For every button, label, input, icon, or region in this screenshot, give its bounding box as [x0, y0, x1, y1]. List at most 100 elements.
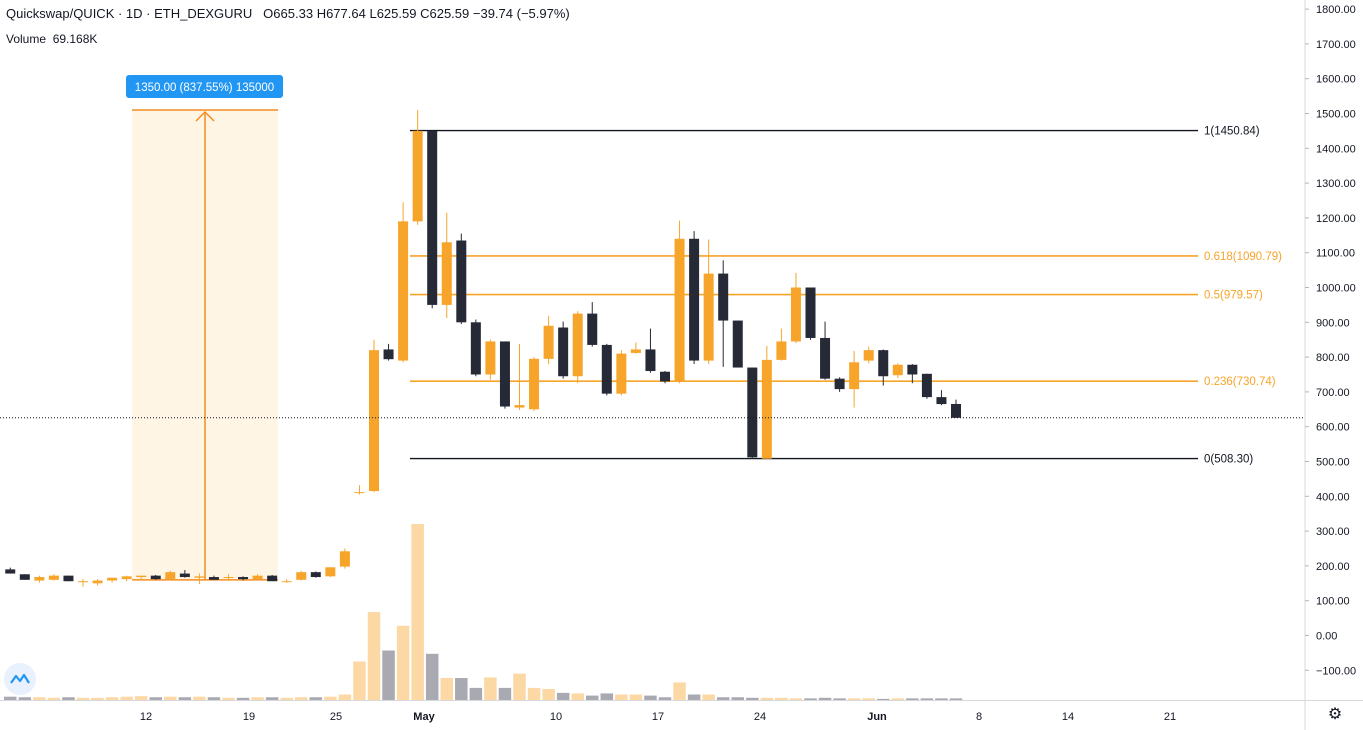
- candle-body: [252, 575, 263, 580]
- candle-body: [267, 575, 278, 582]
- tradingview-logo-icon[interactable]: [4, 663, 36, 695]
- candle-body: [369, 350, 379, 492]
- volume-bar: [484, 677, 497, 700]
- fib-level-label: 0(508.30): [1204, 454, 1253, 466]
- candle-body: [543, 325, 554, 359]
- candle-body: [48, 575, 59, 580]
- volume-bar: [804, 698, 817, 700]
- volume-bar: [425, 653, 439, 700]
- volume-bar: [862, 698, 875, 700]
- candle-body: [194, 576, 205, 578]
- close-label: C: [420, 6, 430, 21]
- symbol-legend: Quickswap/QUICK · 1D · ETH_DEXGURU O665.…: [6, 6, 570, 21]
- candle-body: [892, 364, 903, 376]
- volume-bar: [833, 698, 846, 700]
- volume-bar: [91, 697, 104, 700]
- candle-body: [281, 581, 292, 583]
- candle-body: [820, 337, 831, 379]
- volume-bar: [702, 694, 715, 700]
- x-tick-label: May: [413, 711, 435, 723]
- candle-body: [92, 580, 103, 584]
- settings-gear-icon[interactable]: ⚙: [1327, 706, 1343, 723]
- candle-body: [107, 577, 118, 581]
- y-tick-label: 500.00: [1316, 457, 1350, 469]
- y-tick-label: 0.00: [1316, 631, 1337, 643]
- symbol-title[interactable]: Quickswap/QUICK · 1D · ETH_DEXGURU: [6, 6, 253, 21]
- candle-body: [776, 341, 787, 360]
- candle-body: [441, 242, 452, 305]
- volume-bar: [789, 698, 803, 700]
- candle-body: [718, 273, 729, 321]
- candle-body: [558, 327, 569, 377]
- candle-body: [136, 575, 147, 578]
- volume-bar: [193, 696, 206, 700]
- candle-body: [790, 287, 801, 342]
- volume-bar: [47, 697, 61, 700]
- volume-bar: [513, 673, 526, 700]
- volume-bar: [629, 694, 643, 700]
- volume-legend: Volume 69.168K: [6, 32, 97, 46]
- volume-bar: [164, 696, 177, 700]
- volume-bar: [586, 695, 599, 700]
- candle-body: [470, 322, 481, 375]
- candle-body: [499, 341, 510, 407]
- candle-body: [63, 575, 74, 582]
- x-tick-label: Jun: [867, 711, 887, 723]
- volume-bar: [775, 697, 788, 700]
- candle-body: [354, 492, 365, 494]
- candle-body: [529, 358, 540, 410]
- candle-body: [514, 405, 525, 408]
- volume-bar: [222, 697, 235, 700]
- fib-level-label: 0.236(730.74): [1204, 376, 1276, 388]
- measure-tag-label: 1350.00 (837.55%) 135000: [135, 82, 274, 94]
- volume-bar: [746, 697, 759, 700]
- volume-bar: [615, 694, 628, 700]
- x-tick-label: 25: [330, 711, 342, 723]
- volume-bar: [644, 695, 657, 700]
- candle-body: [645, 349, 656, 372]
- volume-bar: [542, 689, 555, 700]
- candle-body: [339, 551, 350, 567]
- candle-body: [208, 577, 219, 580]
- volume-bar: [847, 698, 861, 700]
- change-value: −39.74 (−5.97%): [472, 6, 570, 21]
- volume-value: 69.168K: [52, 32, 98, 46]
- x-tick-label: 17: [652, 711, 664, 723]
- volume-bar: [382, 650, 395, 700]
- volume-bar: [280, 697, 293, 700]
- candle-body: [689, 238, 700, 361]
- y-tick-label: 1300.00: [1316, 178, 1356, 190]
- volume-bar: [949, 698, 963, 700]
- fib-level-label: 0.5(979.57): [1204, 290, 1263, 302]
- volume-bar: [920, 698, 934, 700]
- y-tick-label: 400.00: [1316, 491, 1350, 503]
- y-tick-label: −100.00: [1316, 665, 1356, 677]
- y-tick-label: 900.00: [1316, 317, 1350, 329]
- candle-body: [616, 353, 627, 394]
- candle-body: [849, 362, 860, 390]
- candle-body: [863, 350, 874, 361]
- volume-bar: [906, 698, 919, 700]
- volume-label[interactable]: Volume: [6, 32, 47, 46]
- volume-bar: [33, 697, 46, 700]
- volume-bar: [760, 697, 774, 700]
- volume-bar: [367, 612, 381, 700]
- x-tick-label: 19: [243, 711, 255, 723]
- candle-body: [78, 581, 88, 583]
- candle-body: [674, 238, 685, 382]
- price-range-measure: 1350.00 (837.55%) 135000: [126, 75, 283, 581]
- candle-body: [223, 577, 234, 579]
- candle-body: [805, 287, 816, 338]
- volume-bar: [455, 678, 468, 700]
- y-tick-label: 100.00: [1316, 596, 1350, 608]
- candle-body: [398, 221, 409, 361]
- volume-bar: [178, 697, 192, 700]
- candle-body: [660, 371, 670, 382]
- candle-body: [412, 130, 423, 222]
- volume-bar: [396, 625, 410, 700]
- candle-body: [456, 240, 467, 323]
- volume-bar: [527, 687, 541, 700]
- x-tick-label: 12: [140, 711, 152, 723]
- volume-bar: [338, 694, 352, 700]
